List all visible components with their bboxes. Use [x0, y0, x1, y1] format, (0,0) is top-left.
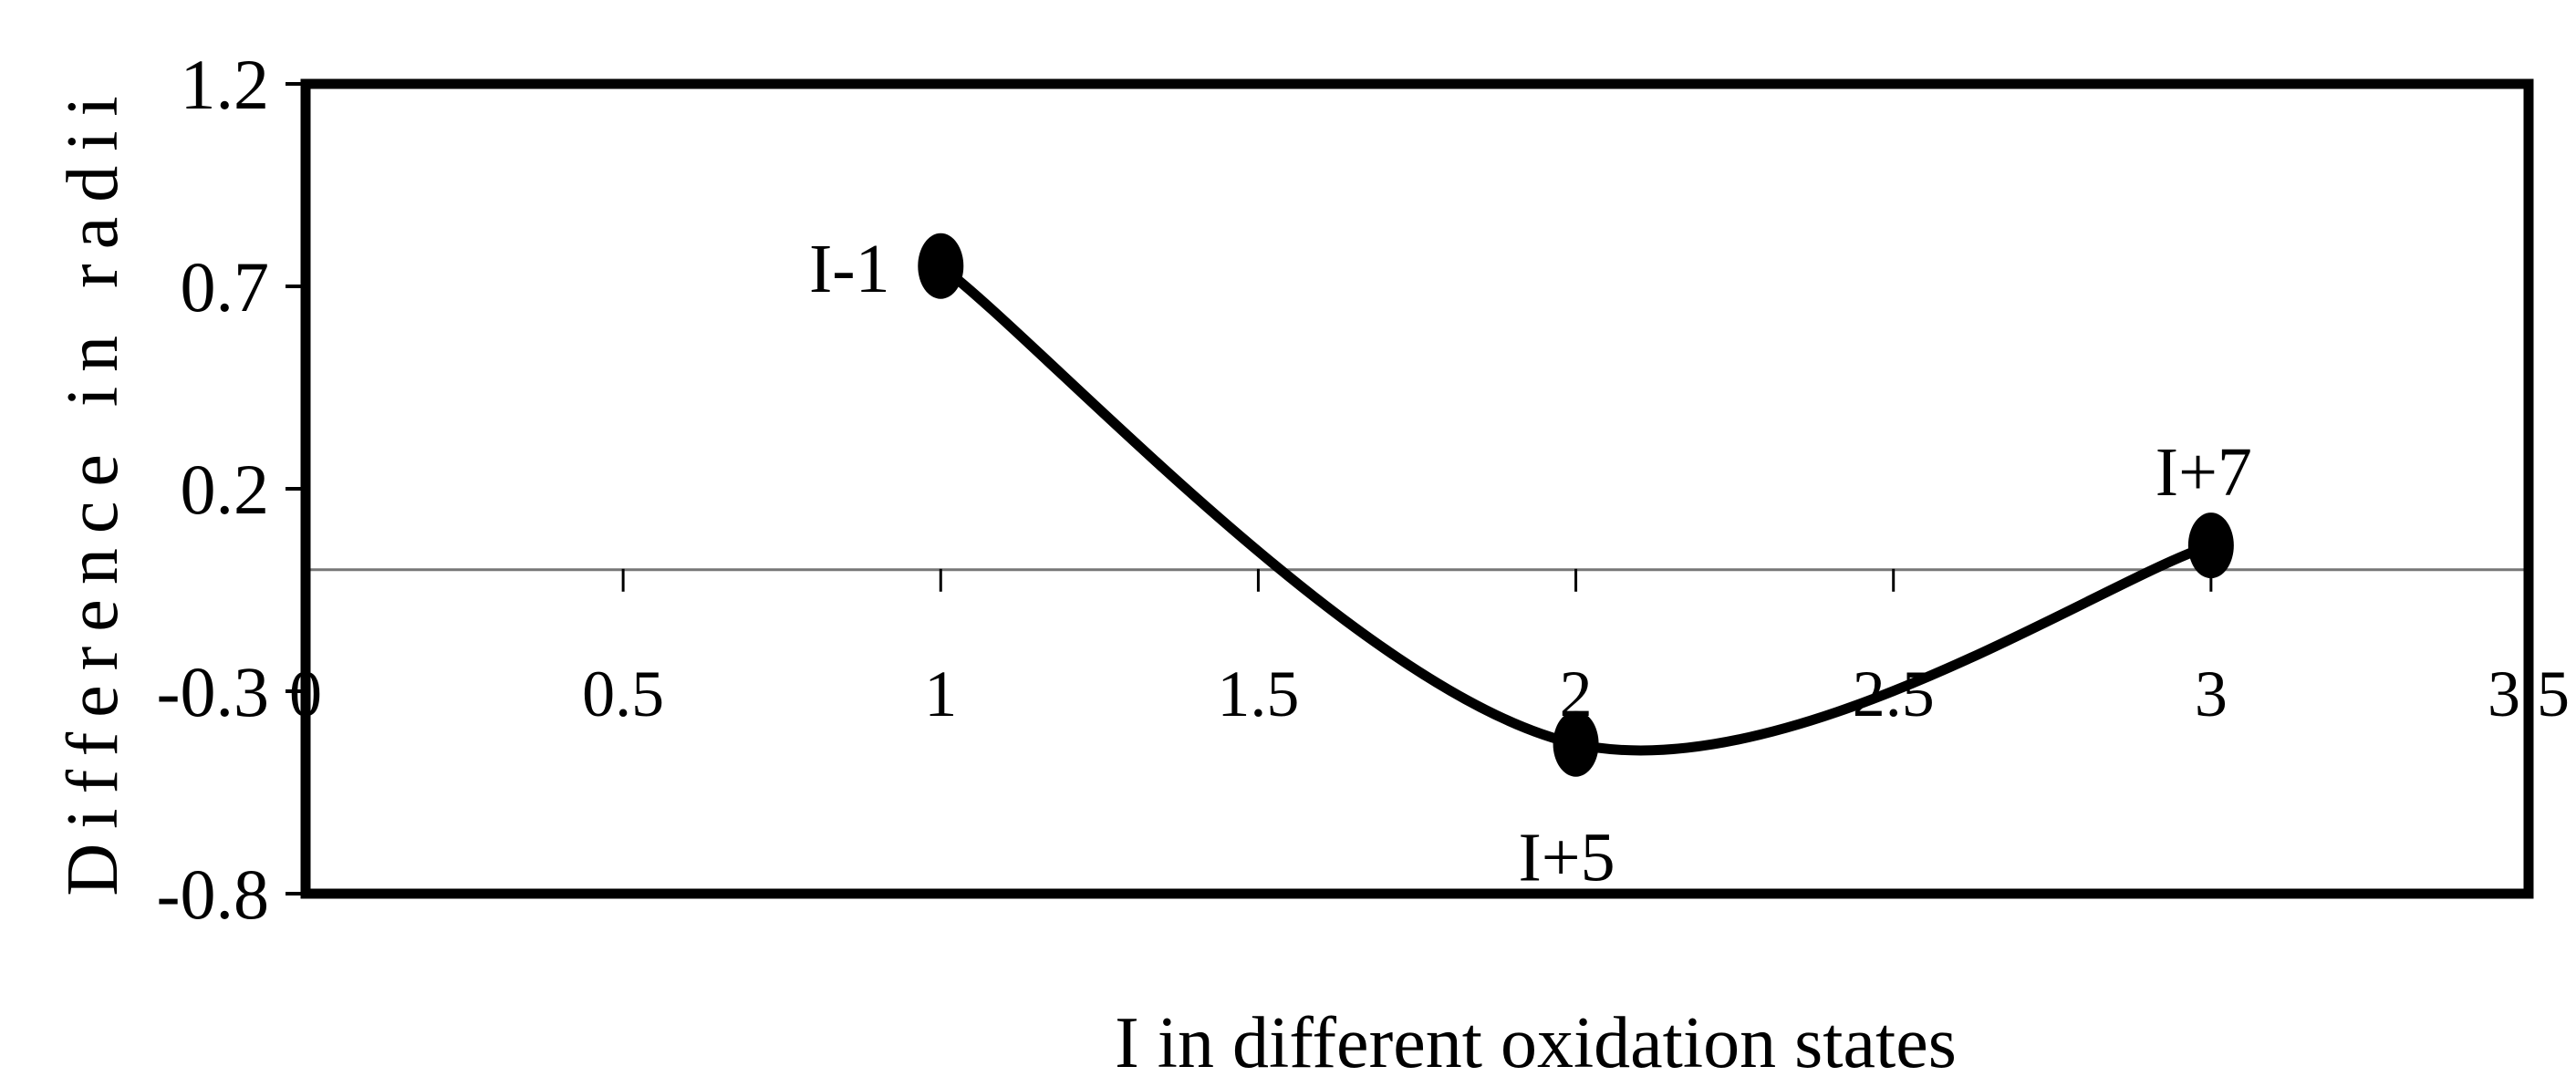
y-tick-label: 1.2	[181, 45, 270, 124]
point-label: I+5	[1518, 820, 1615, 896]
x-tick-label: 1.5	[1217, 657, 1299, 730]
plot-frame	[300, 78, 2534, 899]
data-point	[918, 233, 964, 299]
x-tick-label: 0	[289, 657, 322, 730]
x-tick-label: 3	[2195, 657, 2228, 730]
x-tick-label: 0.5	[582, 657, 664, 730]
x-tick-labels: 0 0.5 1 1.5 2 2.5 3 3.5	[289, 657, 2570, 730]
y-tick-label: -0.3	[157, 652, 269, 731]
x-tick-label: 3.5	[2488, 657, 2570, 730]
data-point	[2187, 512, 2234, 579]
data-markers	[918, 233, 2234, 777]
y-tick-label: 0.7	[181, 247, 270, 326]
y-tick-label: -0.8	[157, 854, 269, 934]
x-axis-title: I in different oxidation states	[1115, 1003, 1957, 1083]
point-labels: I-1 I+5 I+7	[809, 231, 2252, 896]
x-tick-marks	[304, 568, 2530, 592]
point-label: I-1	[809, 231, 890, 307]
y-tick-label: 0.2	[181, 450, 270, 529]
y-axis-title: Difference in radii	[53, 81, 133, 895]
point-label: I+7	[2155, 434, 2252, 511]
data-point	[1553, 710, 1599, 777]
x-tick-label: 1	[924, 657, 957, 730]
y-tick-labels: 1.2 0.7 0.2 -0.3 -0.8	[157, 45, 269, 934]
